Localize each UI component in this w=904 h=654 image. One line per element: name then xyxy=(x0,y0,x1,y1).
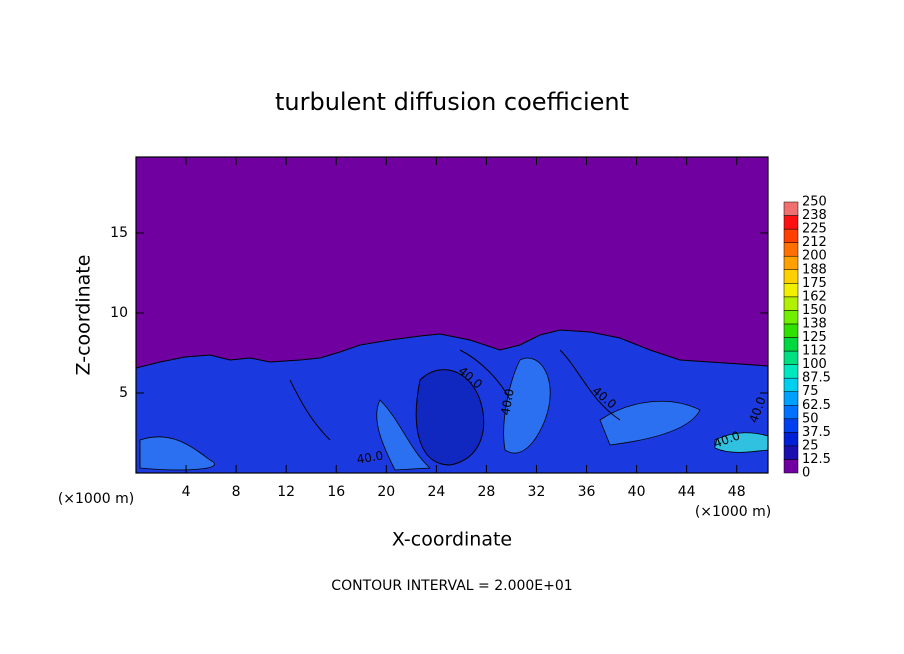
colorbar-band xyxy=(783,242,799,257)
x-tick-label: 4 xyxy=(182,484,191,500)
colorbar-label: 112 xyxy=(802,344,827,359)
colorbar-label: 138 xyxy=(802,316,827,331)
x-tick-label: 20 xyxy=(377,484,395,500)
colorbar-label: 87.5 xyxy=(802,371,831,386)
colorbar-label: 212 xyxy=(802,235,827,250)
colorbar-label: 25 xyxy=(802,438,819,453)
colorbar-label: 238 xyxy=(802,208,827,223)
x-axis-label: X-coordinate xyxy=(392,529,512,551)
colorbar-band xyxy=(783,201,799,216)
colorbar-label: 175 xyxy=(802,276,827,291)
x-tick-label: 28 xyxy=(478,484,496,500)
y-tick-label: 15 xyxy=(110,225,128,241)
colorbar-label: 250 xyxy=(802,195,827,210)
colorbar-label: 100 xyxy=(802,357,827,372)
x-tick-label: 44 xyxy=(678,484,696,500)
colorbar-label: 0 xyxy=(802,466,810,481)
colorbar-band xyxy=(783,215,799,230)
x-tick-label: 24 xyxy=(427,484,445,500)
colorbar-label: 37.5 xyxy=(802,425,831,440)
y-tick-label: 5 xyxy=(119,385,128,401)
colorbar-band xyxy=(783,391,799,406)
colorbar-band xyxy=(783,459,799,474)
field-patch xyxy=(289,349,621,441)
colorbar-label: 150 xyxy=(802,303,827,318)
x-tick-label: 36 xyxy=(578,484,596,500)
colorbar-band xyxy=(783,283,799,298)
colorbar-band xyxy=(783,445,799,460)
x-tick-label: 16 xyxy=(327,484,345,500)
colorbar-label: 12.5 xyxy=(802,452,831,467)
colorbar-band xyxy=(783,296,799,311)
colorbar-band xyxy=(783,323,799,338)
y-tick-label: 10 xyxy=(110,305,128,321)
colorbar-band xyxy=(783,350,799,365)
contour-label: 40.0 xyxy=(356,448,385,466)
field-patch xyxy=(139,436,215,471)
field-patch xyxy=(599,400,701,446)
plot-frame xyxy=(135,156,769,474)
footnote: CONTOUR INTERVAL = 2.000E+01 xyxy=(331,578,572,594)
x-tick-label: 48 xyxy=(728,484,746,500)
x-tick-label: 40 xyxy=(628,484,646,500)
colorbar-band xyxy=(783,364,799,379)
colorbar-band xyxy=(783,432,799,447)
colorbar-label: 75 xyxy=(802,384,819,399)
field xyxy=(135,157,769,474)
colorbar-band xyxy=(783,337,799,352)
colorbar-band xyxy=(783,310,799,325)
colorbar-band xyxy=(783,377,799,392)
field-patch xyxy=(376,399,431,471)
colorbar-label: 50 xyxy=(802,411,819,426)
contour-label: 40.0 xyxy=(498,388,516,417)
chart-title: turbulent diffusion coefficient xyxy=(275,88,629,116)
colorbar-band xyxy=(783,405,799,420)
colorbar-band xyxy=(783,418,799,433)
colorbar-band xyxy=(783,228,799,243)
colorbar-label: 125 xyxy=(802,330,827,345)
colorbar-label: 225 xyxy=(802,222,827,237)
x-tick-label: 12 xyxy=(277,484,295,500)
x-unit-label: (×1000 m) xyxy=(695,504,771,520)
colorbar-label: 188 xyxy=(802,262,827,277)
colorbar-label: 62.5 xyxy=(802,398,831,413)
y-axis-label: Z-coordinate xyxy=(73,255,95,376)
field-patch xyxy=(503,357,551,454)
x-tick-label: 32 xyxy=(528,484,546,500)
colorbar-label: 162 xyxy=(802,289,827,304)
colorbar-label: 200 xyxy=(802,249,827,264)
x-unit-label: (×1000 m) xyxy=(58,491,134,507)
colorbar-band xyxy=(783,255,799,271)
x-tick-label: 8 xyxy=(232,484,241,500)
colorbar-band xyxy=(783,269,799,284)
field-patch xyxy=(415,369,485,466)
